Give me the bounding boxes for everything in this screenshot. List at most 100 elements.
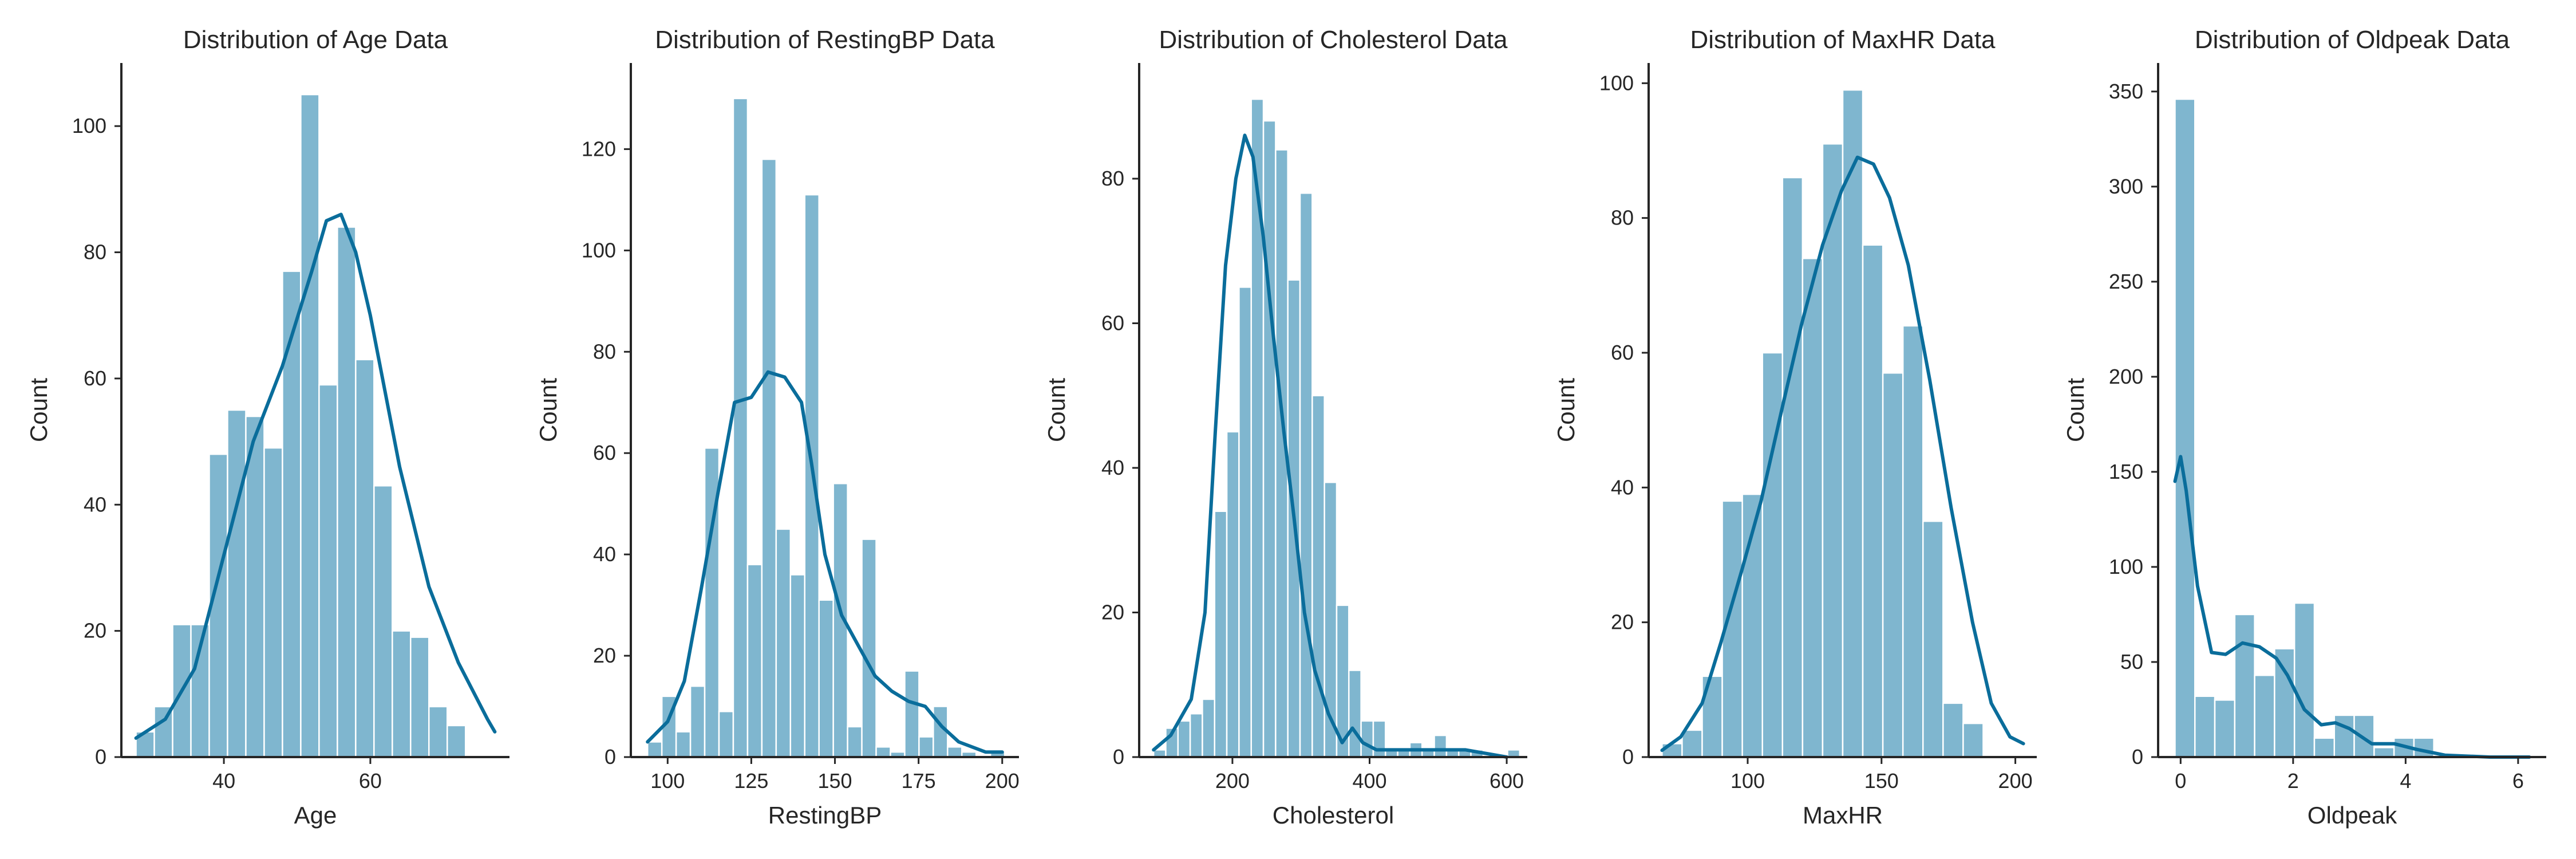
y-tick-label: 0 [2132,745,2143,769]
y-tick-label: 0 [1113,745,1124,769]
y-tick-label: 150 [2109,460,2143,483]
y-tick-label: 20 [593,644,616,667]
chart-title: Distribution of MaxHR Data [1690,26,1996,54]
x-tick-label: 200 [1215,769,1250,793]
y-tick-label: 60 [1101,312,1124,335]
histogram-panel: 0 20 40 60 80 100 100 150 200 Distribution of Max… [1552,26,2037,829]
histogram-bar [746,564,763,758]
x-axis-label: Oldpeak [2308,802,2397,829]
x-tick-label: 0 [2175,769,2186,793]
histogram-bar [1661,743,1683,758]
y-tick-label: 0 [605,745,616,769]
y-axis-label: Count [535,378,562,442]
histogram-bar [2214,699,2236,758]
histogram-bar [875,746,891,758]
y-tick-label: 40 [84,492,106,516]
histogram-bar [1238,286,1252,758]
histogram-bar [2373,747,2395,758]
histogram-bar [1433,734,1448,758]
histogram-bar [2413,737,2435,758]
kde-curve [1660,155,2025,752]
y-tick-label: 60 [593,441,616,464]
histogram-bar [2313,737,2336,758]
histogram-bar [947,746,963,758]
histogram-bar [689,685,706,758]
y-tick-label: 80 [84,241,106,264]
histogram-bar [318,384,338,758]
y-tick-label: 80 [1101,167,1124,190]
histogram-bar [2353,714,2375,758]
x-tick-label: 4 [2400,769,2411,793]
y-axis-label: Count [1043,378,1070,442]
histogram-bar [300,93,320,758]
y-tick-label: 60 [1611,341,1634,364]
histogram-bar [761,158,777,758]
histogram-bar [2254,674,2275,758]
histogram-bar [2194,695,2216,758]
x-tick-label: 2 [2287,769,2299,793]
y-axis-label: Count [1552,378,1579,442]
histogram-bar [904,670,920,758]
x-tick-label: 100 [650,769,685,793]
y-tick-label: 300 [2109,175,2143,198]
histogram-bar [1177,720,1191,758]
histogram-bar [1681,729,1703,758]
x-tick-label: 200 [985,769,1020,793]
histogram-bar [245,415,265,758]
histogram-bar [1902,325,1924,758]
histogram-bar [2333,714,2355,758]
histogram-bar [1202,698,1216,758]
x-tick-label: 600 [1490,769,1524,793]
histogram-bar [646,741,663,758]
kde-curve [134,212,497,740]
histogram-bar [2293,602,2316,758]
chart-title: Distribution of Cholesterol Data [1159,26,1508,54]
y-tick-label: 20 [84,619,106,643]
x-axis-label: RestingBP [768,802,882,829]
y-tick-label: 20 [1611,610,1634,634]
histogram-bar [1842,89,1864,758]
y-tick-label: 350 [2109,80,2143,103]
histogram-bar [1311,395,1325,758]
histogram-bar [1801,257,1824,758]
x-axis-label: Cholesterol [1273,802,1394,829]
histogram-bar [1214,510,1228,758]
histogram-bar [355,358,375,758]
histogram-bar [428,706,448,758]
histogram-bar [918,736,934,758]
histogram-bar [818,599,834,758]
histogram-panel: 0 50 100 150 200 250 300 350 0 2 4 6 Distribution of… [2062,26,2546,829]
histogram-bar [1882,372,1904,758]
histogram-panel: 0 20 40 60 80 200 400 600 Distribution of Choles… [1043,26,1527,829]
histogram-bar [732,97,749,758]
y-tick-label: 20 [1101,601,1124,624]
kde-curve [646,370,1004,754]
histogram-bar [1781,176,1804,758]
y-tick-label: 50 [2120,650,2143,673]
histogram-bar [1822,143,1844,758]
y-tick-label: 40 [1101,456,1124,479]
y-tick-label: 0 [95,745,106,769]
histogram-panel: 0 20 40 60 80 100 120 100 125 150 175 200 Distributi… [535,26,1020,829]
histogram-panel: 0 20 40 60 80 100 40 60 Distribution of Age Data… [25,26,509,829]
x-tick-label: 150 [1864,769,1899,793]
chart-title: Distribution of Oldpeak Data [2195,26,2510,54]
y-tick-label: 60 [84,367,106,390]
histogram-bar [861,538,877,758]
histogram-bar [1761,352,1784,758]
histogram-bar [1922,520,1944,758]
chart-title: Distribution of Age Data [183,26,448,54]
histogram-bar [1942,702,1964,758]
histogram-bar [282,270,302,758]
x-axis-label: Age [294,802,337,829]
histogram-bar [2174,98,2196,758]
x-tick-label: 6 [2512,769,2524,793]
y-tick-label: 40 [1611,475,1634,499]
histogram-bar [718,711,734,758]
x-tick-label: 150 [817,769,852,793]
x-tick-label: 400 [1352,769,1386,793]
y-axis-label: Count [2062,378,2089,442]
y-tick-label: 200 [2109,365,2143,388]
histogram-bar [847,726,863,758]
